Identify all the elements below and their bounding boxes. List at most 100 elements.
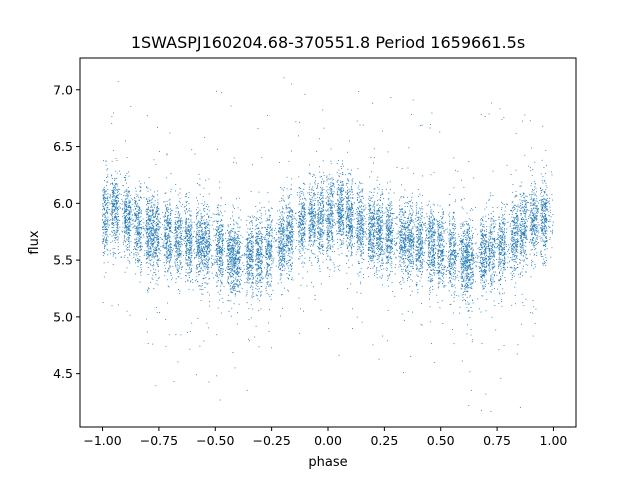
data-point <box>340 233 342 235</box>
data-point <box>168 249 170 251</box>
data-point <box>424 243 426 245</box>
data-point <box>138 218 140 220</box>
data-point <box>341 191 343 193</box>
data-point <box>157 228 159 230</box>
data-point <box>239 209 241 211</box>
data-point <box>541 208 543 210</box>
data-point <box>171 279 172 281</box>
data-point <box>418 250 420 251</box>
data-point <box>437 204 439 206</box>
data-point <box>378 231 380 233</box>
data-point <box>519 228 521 230</box>
data-point <box>156 245 158 247</box>
data-point <box>202 259 204 261</box>
data-point <box>261 249 263 251</box>
data-point <box>269 273 271 275</box>
data-point <box>251 268 253 270</box>
data-point <box>102 239 104 241</box>
data-point <box>465 262 467 264</box>
data-point <box>288 217 289 219</box>
data-point <box>330 160 332 162</box>
data-point <box>107 204 109 206</box>
data-point <box>443 213 445 215</box>
data-point <box>105 212 107 213</box>
data-point <box>166 258 168 260</box>
data-point <box>225 232 226 234</box>
data-point <box>113 219 115 221</box>
data-point <box>186 196 188 198</box>
data-point <box>436 294 438 296</box>
data-point <box>188 253 190 255</box>
data-point <box>173 235 175 237</box>
data-point <box>129 249 130 251</box>
data-point <box>178 227 179 229</box>
data-point <box>326 186 328 188</box>
data-point <box>303 216 305 218</box>
data-point <box>346 198 348 199</box>
data-point <box>519 223 521 225</box>
data-point <box>420 232 422 234</box>
data-point <box>380 221 382 223</box>
data-point <box>412 239 414 241</box>
data-point <box>231 307 233 309</box>
data-point <box>500 269 502 271</box>
data-point <box>227 249 229 250</box>
data-point <box>198 184 200 186</box>
data-point <box>452 278 454 280</box>
data-point <box>124 201 126 203</box>
data-point <box>329 269 331 271</box>
data-point <box>402 237 403 239</box>
data-point <box>102 205 104 207</box>
data-point <box>319 207 321 209</box>
data-point <box>465 250 467 251</box>
data-point <box>268 210 270 212</box>
data-point <box>228 283 229 284</box>
data-point <box>234 265 236 267</box>
data-point <box>330 223 332 225</box>
data-point <box>511 228 513 230</box>
data-point <box>206 225 208 227</box>
data-point <box>412 232 414 234</box>
data-point <box>449 243 451 245</box>
data-point <box>154 230 156 232</box>
data-point <box>266 251 267 253</box>
data-point <box>310 230 312 232</box>
data-point <box>175 241 177 243</box>
data-point <box>256 248 258 250</box>
data-point <box>149 226 151 228</box>
data-point <box>345 183 347 185</box>
data-point <box>467 258 468 260</box>
data-point <box>358 217 360 219</box>
data-point <box>536 195 538 197</box>
data-point <box>389 181 391 183</box>
data-point <box>281 230 283 232</box>
data-point <box>412 226 414 228</box>
data-point <box>379 254 381 256</box>
data-point <box>535 205 537 207</box>
data-point <box>428 253 430 255</box>
data-point <box>483 265 485 267</box>
data-point <box>237 280 239 281</box>
data-point <box>503 223 504 225</box>
data-point <box>514 240 516 242</box>
data-point <box>387 247 389 249</box>
data-point <box>339 196 341 198</box>
data-point <box>482 262 484 264</box>
data-point <box>178 211 180 213</box>
data-point <box>485 258 487 260</box>
data-point <box>291 237 293 239</box>
data-point <box>351 251 352 253</box>
data-point <box>149 245 151 247</box>
data-point <box>233 157 235 159</box>
data-point <box>301 247 303 249</box>
data-point <box>543 206 545 207</box>
data-point <box>481 244 483 246</box>
data-point <box>543 167 545 168</box>
data-point <box>541 231 543 233</box>
data-point <box>188 250 190 252</box>
data-point <box>524 251 526 252</box>
data-point <box>314 198 316 200</box>
data-point <box>157 256 159 258</box>
data-point <box>149 199 151 201</box>
data-point <box>104 213 106 215</box>
